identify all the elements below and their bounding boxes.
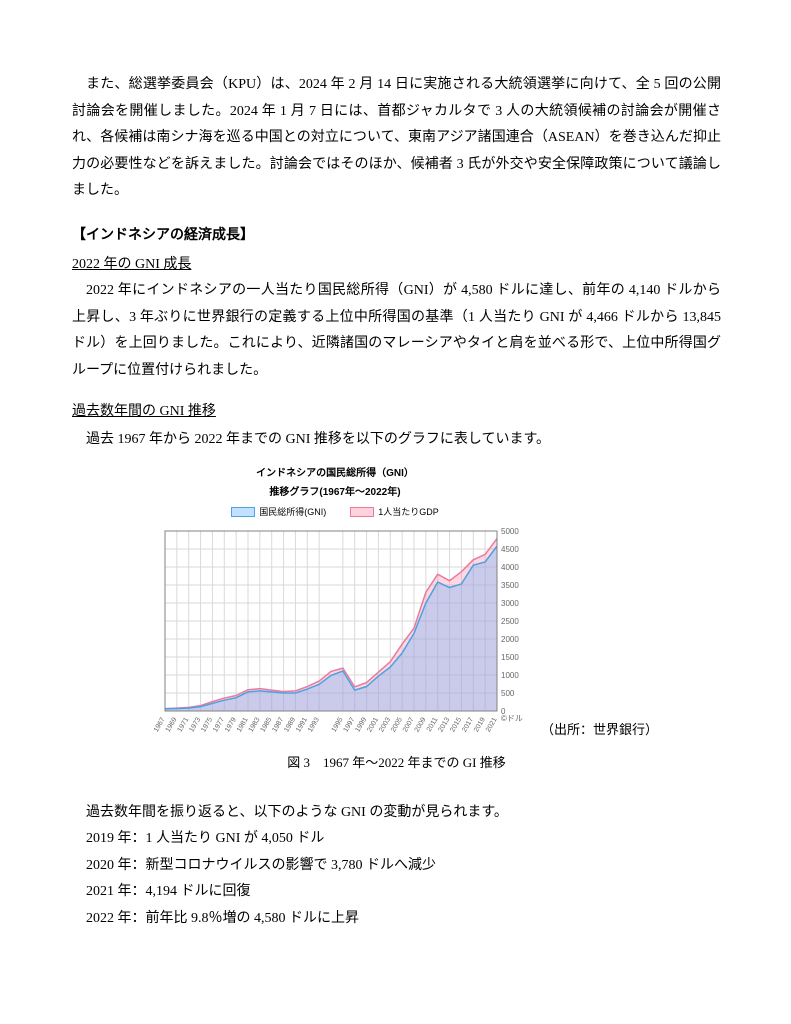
chart-plot-area: 0500100015002000250030003500400045005000… xyxy=(135,525,535,745)
svg-text:4000: 4000 xyxy=(501,563,519,572)
chart-title-line2: 推移グラフ(1967年～2022年) xyxy=(135,483,535,502)
chart-svg: 0500100015002000250030003500400045005000… xyxy=(135,525,535,745)
figure-caption: 図 3 1967 年～2022 年までの GI 推移 xyxy=(287,751,505,776)
svg-text:2000: 2000 xyxy=(501,635,519,644)
legend-swatch-gni xyxy=(231,507,255,517)
subheading-gni-growth: 2022 年の GNI 成長 xyxy=(72,252,721,279)
intro-paragraph: また、総選挙委員会（KPU）は、2024 年 2 月 14 日に実施される大統領… xyxy=(72,72,721,205)
svg-text:500: 500 xyxy=(501,689,515,698)
subheading-gni-trend: 過去数年間の GNI 推移 xyxy=(72,399,721,426)
summary-2019: 2019 年：1 人当たり GNI が 4,050 ドル xyxy=(72,826,721,853)
section-title: 【インドネシアの経済成長】 xyxy=(72,223,721,250)
gni-growth-paragraph: 2022 年にインドネシアの一人当たり国民総所得（GNI）が 4,580 ドルに… xyxy=(72,278,721,384)
svg-text:2500: 2500 xyxy=(501,617,519,626)
summary-2022: 2022 年：前年比 9.8％増の 4,580 ドルに上昇 xyxy=(72,906,721,933)
chart-intro-text: 過去 1967 年から 2022 年までの GNI 推移を以下のグラフに表してい… xyxy=(72,427,721,454)
svg-text:3500: 3500 xyxy=(501,581,519,590)
legend-gdp-label: 1人当たりGDP xyxy=(378,504,439,521)
legend-gni-label: 国民総所得(GNI) xyxy=(259,504,326,521)
legend-swatch-gdp xyxy=(350,507,374,517)
chart-source: （出所：世界銀行） xyxy=(535,718,658,745)
summary-2021: 2021 年：4,194 ドルに回復 xyxy=(72,879,721,906)
legend-gni: 国民総所得(GNI) xyxy=(231,504,326,521)
summary-2020: 2020 年：新型コロナウイルスの影響で 3,780 ドルへ減少 xyxy=(72,853,721,880)
svg-text:©ドル: ©ドル xyxy=(501,714,523,723)
svg-text:1500: 1500 xyxy=(501,653,519,662)
svg-text:5000: 5000 xyxy=(501,527,519,536)
chart-title-line1: インドネシアの国民総所得（GNI） xyxy=(135,464,535,483)
summary-intro: 過去数年間を振り返ると、以下のような GNI の変動が見られます。 xyxy=(72,800,721,827)
svg-text:4500: 4500 xyxy=(501,545,519,554)
svg-text:1000: 1000 xyxy=(501,671,519,680)
legend-gdp: 1人当たりGDP xyxy=(350,504,439,521)
chart-container: インドネシアの国民総所得（GNI） 推移グラフ(1967年～2022年) 国民総… xyxy=(72,458,721,776)
chart-box: インドネシアの国民総所得（GNI） 推移グラフ(1967年～2022年) 国民総… xyxy=(135,458,535,745)
svg-text:3000: 3000 xyxy=(501,599,519,608)
chart-legend: 国民総所得(GNI) 1人当たりGDP xyxy=(135,504,535,525)
